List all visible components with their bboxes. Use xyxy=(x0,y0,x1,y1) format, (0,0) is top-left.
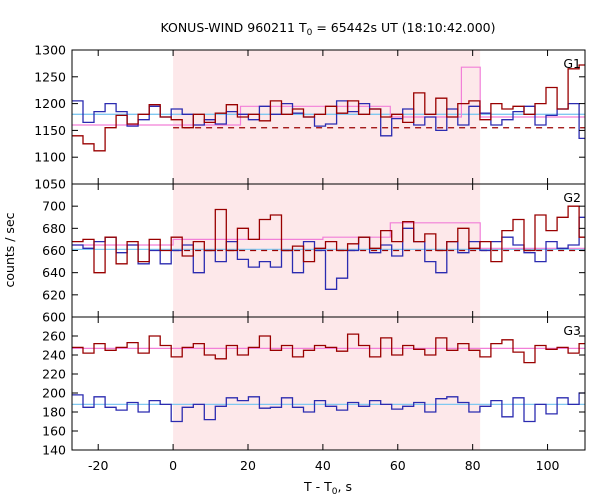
y-tick-label: 700 xyxy=(42,199,66,214)
red-series-line xyxy=(72,64,585,152)
y-tick-label: 160 xyxy=(42,424,66,439)
y-tick-label: 660 xyxy=(42,243,66,258)
y-tick-label: 640 xyxy=(42,265,66,280)
pink-model-line xyxy=(72,222,585,249)
y-tick-label: 1250 xyxy=(34,69,66,84)
y-tick-label: 200 xyxy=(42,386,66,401)
x-tick-label: 40 xyxy=(315,458,331,473)
y-tick-label: 680 xyxy=(42,221,66,236)
chart-title: KONUS-WIND 960211 T0 = 65442s UT (18:10:… xyxy=(160,20,495,38)
blue-series-line xyxy=(72,392,585,423)
panel-g2-plot xyxy=(72,184,585,317)
x-tick-label: 20 xyxy=(240,458,256,473)
x-tick-label: 100 xyxy=(536,458,560,473)
panel-label-g3: G3 xyxy=(563,323,581,338)
x-tick-label: -20 xyxy=(88,458,108,473)
red-series-line xyxy=(72,333,585,364)
y-tick-label: 180 xyxy=(42,405,66,420)
blue-series-line xyxy=(72,216,585,290)
y-tick-label: 220 xyxy=(42,367,66,382)
panel-label-g1: G1 xyxy=(563,56,581,71)
y-tick-label: 1200 xyxy=(34,96,66,111)
y-tick-label: 1100 xyxy=(34,150,66,165)
y-tick-label: 260 xyxy=(42,329,66,344)
y-tick-label: 620 xyxy=(42,287,66,302)
y-tick-label: 240 xyxy=(42,348,66,363)
x-tick-label: 0 xyxy=(169,458,177,473)
y-tick-label: 600 xyxy=(42,310,66,325)
panel-label-g2: G2 xyxy=(563,190,581,205)
panel-frame xyxy=(71,316,586,451)
x-tick-label: 60 xyxy=(390,458,406,473)
y-tick-label: 140 xyxy=(42,443,66,458)
red-series-line xyxy=(72,205,585,274)
shaded-interval xyxy=(173,317,481,450)
x-tick-label: 80 xyxy=(465,458,481,473)
blue-series-line xyxy=(72,100,585,140)
y-tick-label: 1050 xyxy=(34,177,66,192)
panel-g1-plot xyxy=(72,50,585,184)
x-axis-label: T - T0, s xyxy=(303,479,352,497)
panel-g3-plot xyxy=(72,317,585,450)
y-tick-label: 1300 xyxy=(34,43,66,58)
y-axis-label: counts / sec xyxy=(2,212,17,287)
panels-group: 105011001150120012501300G160062064066068… xyxy=(34,43,586,473)
y-tick-label: 1150 xyxy=(34,123,66,138)
